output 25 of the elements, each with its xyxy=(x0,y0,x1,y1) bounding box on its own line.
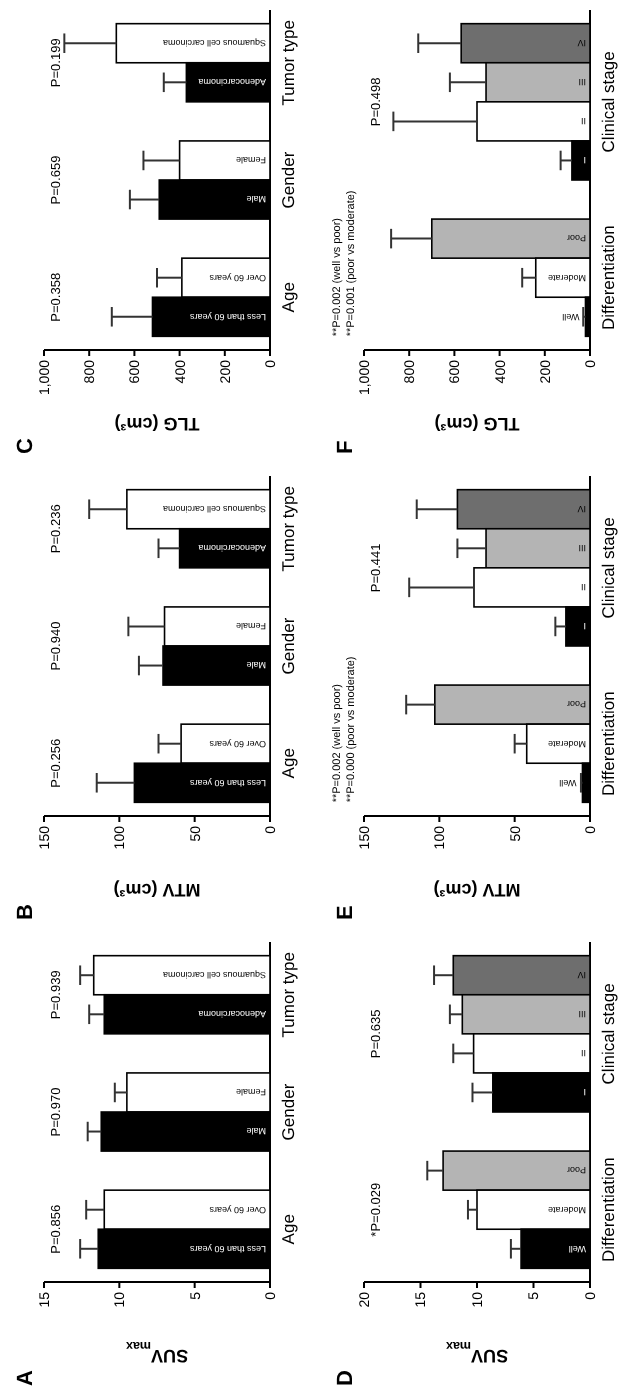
text: A xyxy=(14,1370,38,1386)
text: Age xyxy=(278,747,298,779)
text: Gender xyxy=(278,1083,298,1141)
text: Age xyxy=(278,281,298,313)
text: E xyxy=(334,905,358,920)
text: Clinical stage xyxy=(598,982,618,1085)
x-axis-title: MTV (cm³) xyxy=(433,880,521,900)
text: B xyxy=(14,904,38,920)
text: F xyxy=(334,440,358,454)
text: Differentiation xyxy=(598,224,618,330)
text: Gender xyxy=(278,617,298,675)
text: Differentiation xyxy=(598,1156,618,1262)
text: C xyxy=(14,438,38,454)
text: Differentiation xyxy=(598,690,618,796)
text: Age xyxy=(278,1213,298,1245)
text: Clinical stage xyxy=(598,516,618,619)
text: Tumor type xyxy=(278,485,298,572)
text: Gender xyxy=(278,151,298,209)
text: Tumor type xyxy=(278,951,298,1038)
text: Tumor type xyxy=(278,19,298,106)
x-axis-title: TLG (cm³) xyxy=(434,414,520,434)
text: Clinical stage xyxy=(598,50,618,153)
x-axis-title: MTV (cm³) xyxy=(113,880,201,900)
x-axis-title: TLG (cm³) xyxy=(114,414,200,434)
text: D xyxy=(334,1370,358,1386)
